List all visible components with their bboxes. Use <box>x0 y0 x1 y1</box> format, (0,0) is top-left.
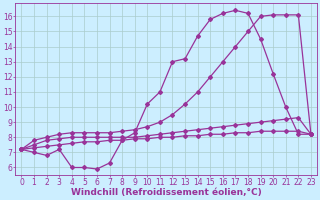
X-axis label: Windchill (Refroidissement éolien,°C): Windchill (Refroidissement éolien,°C) <box>71 188 261 197</box>
